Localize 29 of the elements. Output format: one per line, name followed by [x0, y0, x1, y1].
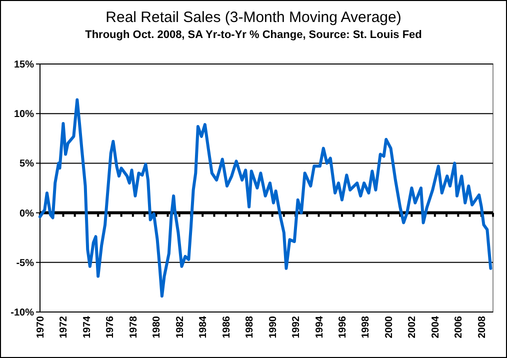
- x-tick-label: 1994: [314, 316, 326, 338]
- line-series: [38, 98, 492, 298]
- x-tick-label: 1990: [268, 316, 279, 338]
- x-tick-label: 1976: [105, 316, 116, 338]
- x-tick-label: 1986: [221, 316, 232, 338]
- x-tick-label: 1998: [360, 316, 372, 338]
- chart-subtitle: Through Oct. 2008, SA Yr-to-Yr % Change, Source: St. Louis Fed: [85, 29, 422, 41]
- x-tick-label: 1992: [291, 316, 302, 338]
- x-tick-label: 1970: [36, 316, 46, 338]
- y-tick-label: -10%: [10, 308, 34, 318]
- y-tick-label: 5%: [20, 158, 34, 170]
- x-tick-label: 1982: [174, 316, 186, 338]
- y-tick-label: -5%: [16, 258, 34, 269]
- x-tick-label: 2002: [407, 316, 418, 338]
- y-tick-label: 10%: [14, 109, 34, 120]
- y-tick-label: 15%: [14, 60, 34, 70]
- x-tick-label: 2006: [454, 316, 465, 338]
- x-tick-label: 1996: [338, 316, 348, 338]
- chart-title: Real Retail Sales (3-Month Moving Average): [106, 9, 402, 26]
- y-tick-label: 0%: [20, 208, 34, 220]
- x-tick-label: 1988: [244, 316, 256, 338]
- x-tick-label: 2000: [384, 316, 395, 338]
- x-tick-label: 1984: [198, 316, 210, 338]
- x-tick-label: 1980: [152, 316, 163, 338]
- x-tick-label: 2008: [476, 316, 488, 338]
- x-tick-label: 1974: [82, 316, 93, 338]
- x-tick-label: 2004: [430, 316, 442, 338]
- x-tick-label: 1972: [58, 316, 70, 338]
- x-tick-label: 1978: [128, 316, 140, 338]
